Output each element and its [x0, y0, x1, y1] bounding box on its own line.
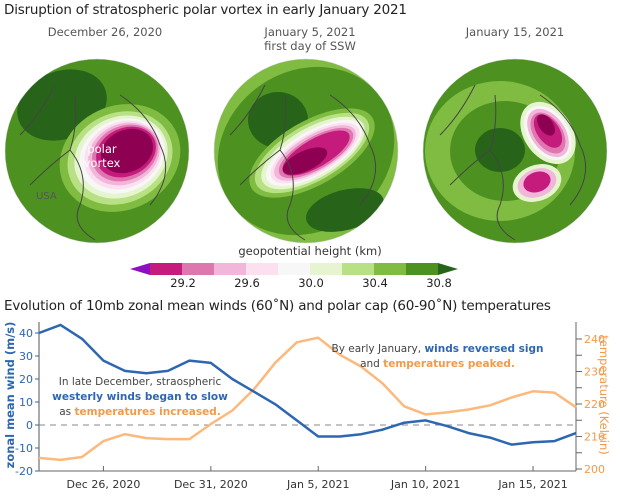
colorbar	[130, 263, 458, 275]
annotation-text: By early January,	[331, 343, 425, 355]
map-label-dec26: December 26, 2020	[5, 25, 205, 39]
annotation-december: In late December, straospheric westerly …	[40, 375, 240, 420]
vortex-label: vortex	[84, 156, 121, 170]
colorbar-tick: 30.0	[298, 276, 324, 290]
colorbar-segment	[182, 263, 215, 275]
colorbar-tick: 29.6	[234, 276, 260, 290]
colorbar-segment	[342, 263, 375, 275]
colorbar-segment	[214, 263, 247, 275]
colorbar-min-arrow	[130, 263, 150, 275]
colorbar-max-arrow	[438, 263, 458, 275]
map-jan5	[214, 59, 398, 243]
x-tick-label: Jan 15, 2021	[497, 478, 567, 491]
map-date: January 15, 2021	[465, 25, 565, 39]
colorbar-segment	[150, 263, 183, 275]
usa-label: USA	[36, 191, 57, 202]
annotation-temp: temperatures peaked.	[383, 358, 515, 370]
right-tick-label: 210	[584, 431, 605, 444]
annotation-line: In late December, straospheric	[58, 376, 222, 388]
right-tick-label: 230	[584, 366, 605, 379]
annotation-line: as temperatures increased.	[40, 405, 240, 420]
map-date: December 26, 2020	[47, 25, 163, 39]
polar-maps: polar vortex USA	[4, 58, 608, 244]
left-tick-label: 10	[19, 396, 33, 409]
figure-title: Disruption of stratospheric polar vortex…	[4, 2, 407, 18]
map-date: January 5, 2021	[264, 25, 356, 39]
annotation-wind: winds reversed sign	[424, 343, 544, 355]
colorbar-segment	[374, 263, 407, 275]
temperature-line	[38, 336, 577, 462]
annotation-line: and temperatures peaked.	[330, 357, 545, 372]
colorbar-segment	[310, 263, 343, 275]
colorbar-tick: 30.8	[426, 276, 452, 290]
annotation-text: and	[360, 358, 384, 370]
x-tick-label: Dec 31, 2020	[174, 478, 248, 491]
chart-title: Evolution of 10mb zonal mean winds (60˚N…	[4, 298, 551, 314]
right-tick-label: 240	[584, 333, 605, 346]
left-tick-label: 30	[19, 350, 33, 363]
annotation-january: By early January, winds reversed sign an…	[330, 342, 545, 372]
map-jan15	[423, 59, 607, 243]
wind-line	[38, 323, 577, 446]
annotation-temp: temperatures increased.	[74, 406, 221, 418]
right-tick-label: 220	[584, 398, 605, 411]
map-sublabel: first day of SSW	[264, 39, 356, 53]
colorbar-title: geopotential height (km)	[238, 244, 382, 258]
x-tick-label: Jan 5, 2021	[286, 478, 349, 491]
left-tick-label: 40	[19, 327, 33, 340]
map-dec26	[5, 59, 189, 243]
colorbar-tick: 29.2	[170, 276, 196, 290]
left-axis-label: zonal mean wind (m/s)	[3, 322, 17, 469]
colorbar-segment	[406, 263, 439, 275]
x-tick-label: Jan 10, 2021	[390, 478, 460, 491]
left-tick-label: -20	[15, 465, 33, 478]
annotation-text: as	[59, 406, 75, 418]
left-tick-label: 0	[26, 419, 33, 432]
left-tick-label: 20	[19, 373, 33, 386]
colorbar-segment	[278, 263, 311, 275]
colorbar-segment	[246, 263, 279, 275]
map-label-jan5: January 5, 2021 first day of SSW	[210, 25, 410, 53]
x-tick-label: Dec 26, 2020	[67, 478, 141, 491]
annotation-line-wind: westerly winds began to slow	[52, 391, 228, 403]
left-tick-label: -10	[15, 442, 33, 455]
right-axis-label: temperature (Kelvin)	[597, 335, 611, 454]
right-tick-label: 200	[584, 463, 605, 476]
map-label-jan15: January 15, 2021	[415, 25, 615, 39]
polar-label: polar	[87, 142, 117, 156]
colorbar-tick: 30.4	[362, 276, 388, 290]
annotation-line: By early January, winds reversed sign	[330, 342, 545, 357]
